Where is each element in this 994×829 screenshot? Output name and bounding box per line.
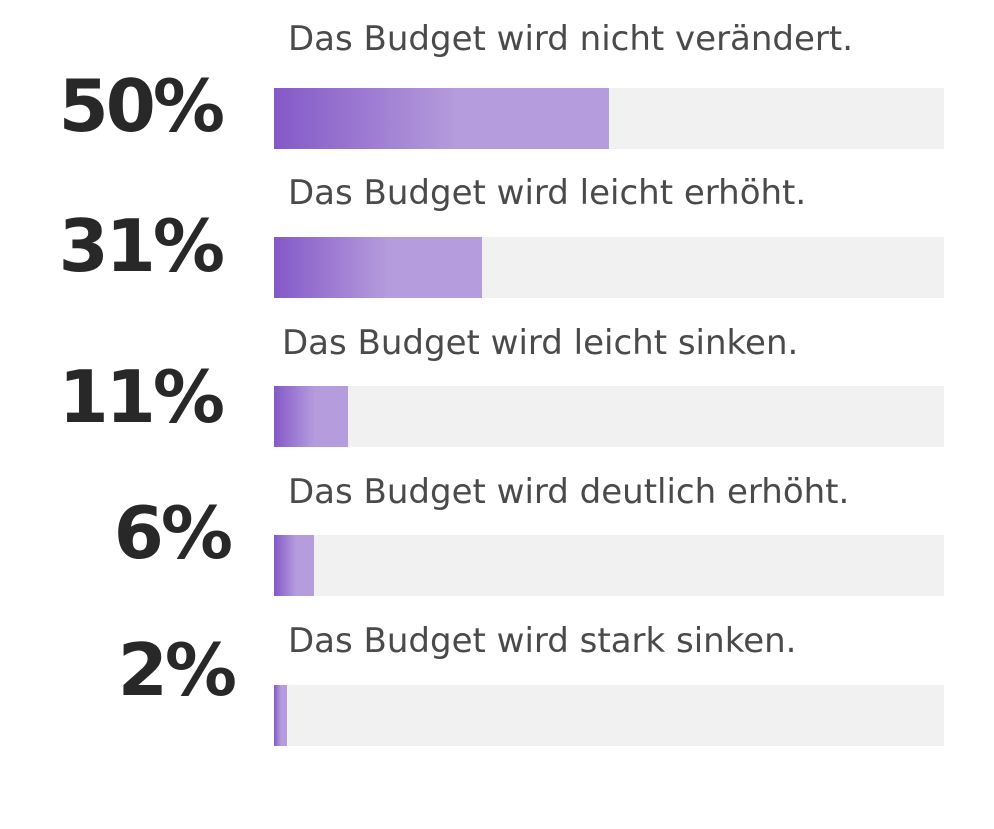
value-label: 31% <box>58 204 225 288</box>
bar-fill <box>274 88 609 149</box>
bar-track <box>274 237 944 298</box>
bar-track <box>274 685 944 746</box>
bar-fill <box>274 535 315 596</box>
bar-track <box>274 386 944 447</box>
category-label: Das Budget wird nicht verändert. <box>288 19 854 59</box>
value-label: 50% <box>58 64 225 148</box>
value-label: 2% <box>117 628 237 712</box>
category-label: Das Budget wird leicht erhöht. <box>288 173 807 213</box>
category-label: Das Budget wird leicht sinken. <box>282 323 799 363</box>
category-label: Das Budget wird deutlich erhöht. <box>288 472 850 512</box>
bar-fill <box>274 237 482 298</box>
bar-fill <box>274 685 288 746</box>
category-label: Das Budget wird stark sinken. <box>288 621 797 661</box>
value-label: 6% <box>113 491 233 575</box>
bar-fill <box>274 386 348 447</box>
bar-track <box>274 88 944 149</box>
bar-track <box>274 535 944 596</box>
value-label: 11% <box>58 355 225 439</box>
